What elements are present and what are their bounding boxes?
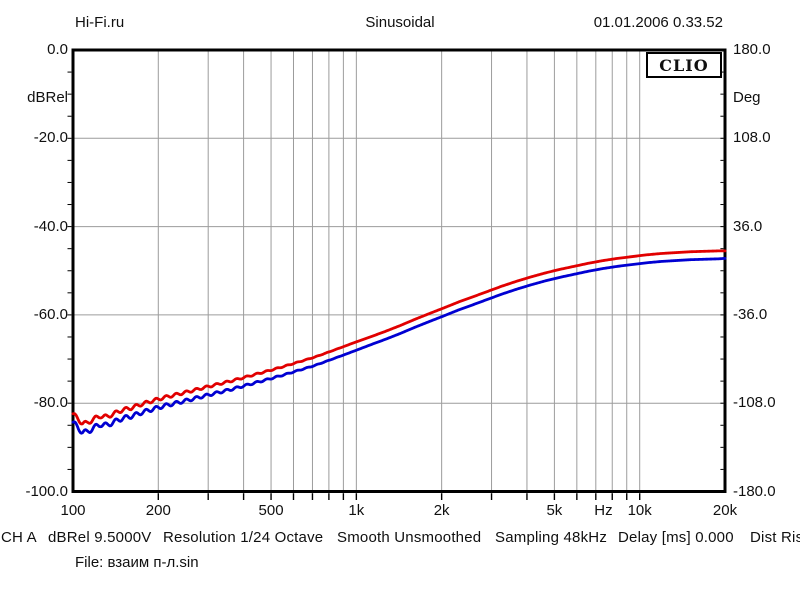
x-tick-label: 1k (348, 502, 365, 519)
x-tick-label: 20k (712, 502, 738, 519)
x-tick-label: 500 (258, 502, 284, 519)
status-dist: Dist Ris (750, 529, 800, 546)
y-right-tick-label: 108.0 (733, 129, 771, 147)
status-smoothing: Smooth Unsmoothed (337, 529, 482, 546)
y-right-tick-label: 36.0 (733, 217, 763, 235)
clio-logo: CLIO (659, 55, 709, 75)
status-sampling: Sampling 48kHz (495, 529, 608, 546)
y-left-unit-label: dBRel (27, 89, 68, 106)
site-label: Hi-Fi.ru (75, 14, 125, 31)
lower-blue-response-curve (71, 256, 727, 435)
x-tick-label: 2k (433, 502, 450, 519)
x-tick-label: 10k (627, 502, 652, 519)
datetime-label: 01.01.2006 0.33.52 (593, 14, 723, 31)
y-left-tick-label: -60.0 (33, 305, 68, 323)
y-left-tick-label: 0.0 (47, 41, 68, 58)
status-delay: Delay [ms] 0.000 (618, 529, 734, 546)
clio-logo-box: CLIO (646, 52, 722, 78)
x-tick-label: 200 (145, 502, 171, 519)
y-right-unit-label: Deg (733, 89, 761, 106)
y-right-tick-label: -36.0 (733, 305, 768, 323)
status-bar: CH A dBRel 9.5000V Resolution 1/24 Octav… (0, 529, 800, 547)
x-tick-label: 100 (60, 502, 86, 519)
y-right-tick-label: 180.0 (733, 41, 771, 58)
y-left-tick-label: -80.0 (33, 394, 68, 412)
status-level: dBRel 9.5000V (48, 529, 152, 546)
measurement-title: Sinusoidal (365, 14, 435, 31)
upper-red-response-curve (71, 249, 727, 426)
status-channel: CH A (1, 529, 37, 546)
y-left-tick-label: -40.0 (33, 217, 68, 235)
y-left-tick-label: -20.0 (33, 129, 68, 147)
y-right-tick-label: -108.0 (733, 394, 776, 412)
file-name-label: File: взаим п-л.sin (75, 554, 199, 571)
plot-frame (71, 48, 727, 493)
x-tick-label: Hz (594, 502, 613, 519)
x-tick-label: 5k (546, 502, 563, 519)
y-left-tick-label: -100.0 (25, 482, 68, 500)
status-resolution: Resolution 1/24 Octave (163, 529, 324, 546)
y-right-tick-label: -180.0 (733, 482, 776, 500)
